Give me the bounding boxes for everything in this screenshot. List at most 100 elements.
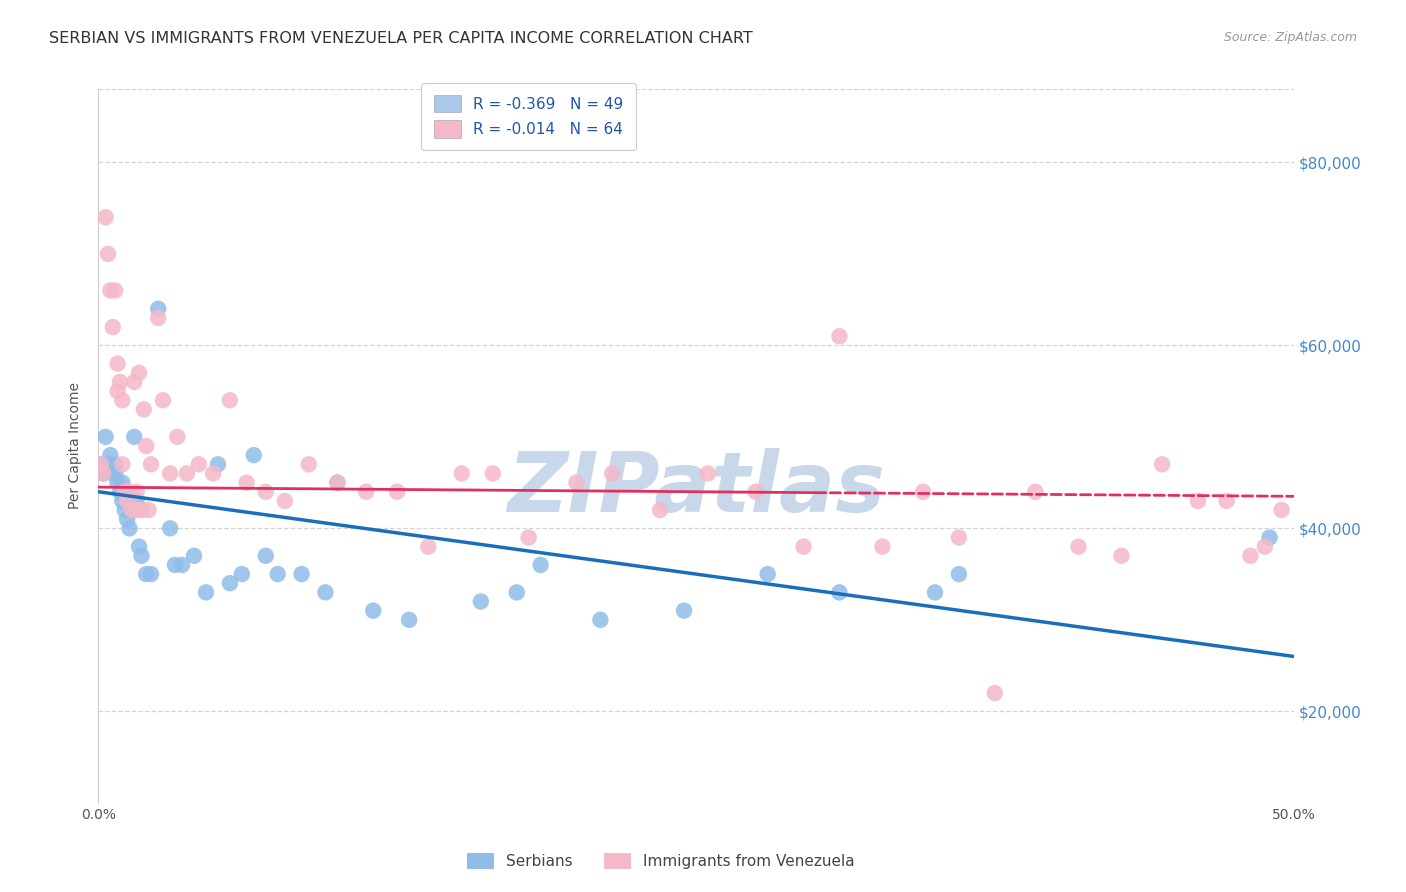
Point xyxy=(924,585,946,599)
Point xyxy=(115,494,138,508)
Point xyxy=(163,558,186,572)
Legend: Serbians, Immigrants from Venezuela: Serbians, Immigrants from Venezuela xyxy=(461,847,860,875)
Point xyxy=(673,604,696,618)
Point xyxy=(111,393,134,408)
Point xyxy=(828,585,851,599)
Point xyxy=(267,567,290,582)
Point xyxy=(91,467,114,481)
Point xyxy=(274,494,297,508)
Point xyxy=(118,521,141,535)
Point xyxy=(107,475,129,490)
Point xyxy=(90,458,112,472)
Point xyxy=(98,284,122,298)
Point xyxy=(159,521,181,535)
Point xyxy=(235,475,257,490)
Point xyxy=(354,484,377,499)
Point xyxy=(243,448,266,462)
Point xyxy=(107,384,129,398)
Point xyxy=(104,458,127,472)
Point xyxy=(948,567,970,582)
Point xyxy=(187,458,209,472)
Point xyxy=(1271,503,1294,517)
Point xyxy=(911,484,934,499)
Point xyxy=(418,540,440,554)
Point xyxy=(872,540,894,554)
Point xyxy=(756,567,779,582)
Point xyxy=(172,558,194,572)
Point xyxy=(648,503,672,517)
Point xyxy=(481,467,505,481)
Point xyxy=(326,475,349,490)
Point xyxy=(291,567,314,582)
Point xyxy=(114,484,136,499)
Point xyxy=(745,484,768,499)
Point xyxy=(124,375,146,389)
Point xyxy=(1024,484,1046,499)
Point xyxy=(602,467,624,481)
Point xyxy=(315,585,337,599)
Point xyxy=(125,503,148,517)
Point xyxy=(94,430,117,444)
Point xyxy=(298,458,321,472)
Point xyxy=(121,503,143,517)
Point xyxy=(1067,540,1090,554)
Point xyxy=(148,310,170,325)
Point xyxy=(139,567,162,582)
Point xyxy=(828,329,851,343)
Point xyxy=(166,430,188,444)
Point xyxy=(107,357,129,371)
Point xyxy=(97,458,120,472)
Point xyxy=(470,594,492,608)
Point xyxy=(128,366,150,380)
Point xyxy=(148,301,170,316)
Point xyxy=(111,475,134,490)
Point xyxy=(135,567,157,582)
Point xyxy=(108,375,131,389)
Point xyxy=(101,320,124,334)
Text: ZIPatlas: ZIPatlas xyxy=(508,449,884,529)
Point xyxy=(1215,494,1237,508)
Point xyxy=(363,604,385,618)
Point xyxy=(176,467,198,481)
Point xyxy=(506,585,529,599)
Point xyxy=(1187,494,1209,508)
Point xyxy=(1152,458,1174,472)
Text: SERBIAN VS IMMIGRANTS FROM VENEZUELA PER CAPITA INCOME CORRELATION CHART: SERBIAN VS IMMIGRANTS FROM VENEZUELA PER… xyxy=(49,31,754,46)
Point xyxy=(254,549,277,563)
Point xyxy=(159,467,181,481)
Point xyxy=(219,576,242,591)
Point xyxy=(115,512,138,526)
Point xyxy=(104,284,127,298)
Point xyxy=(132,402,155,417)
Point xyxy=(793,540,815,554)
Point xyxy=(195,585,218,599)
Point xyxy=(111,458,134,472)
Point xyxy=(219,393,242,408)
Point xyxy=(589,613,612,627)
Point xyxy=(138,503,160,517)
Point xyxy=(697,467,720,481)
Point xyxy=(231,567,253,582)
Point xyxy=(385,484,409,499)
Point xyxy=(94,211,117,225)
Point xyxy=(118,484,141,499)
Point xyxy=(1111,549,1133,563)
Point xyxy=(97,247,120,261)
Legend: R = -0.369   N = 49, R = -0.014   N = 64: R = -0.369 N = 49, R = -0.014 N = 64 xyxy=(422,83,636,150)
Point xyxy=(91,467,114,481)
Point xyxy=(207,458,229,472)
Point xyxy=(124,430,146,444)
Point xyxy=(254,484,277,499)
Point xyxy=(125,484,148,499)
Point xyxy=(101,467,124,481)
Point xyxy=(104,467,127,481)
Point xyxy=(128,540,150,554)
Point xyxy=(98,448,122,462)
Point xyxy=(530,558,553,572)
Point xyxy=(111,494,134,508)
Point xyxy=(326,475,349,490)
Point xyxy=(121,503,143,517)
Point xyxy=(398,613,420,627)
Text: Source: ZipAtlas.com: Source: ZipAtlas.com xyxy=(1223,31,1357,45)
Point xyxy=(565,475,588,490)
